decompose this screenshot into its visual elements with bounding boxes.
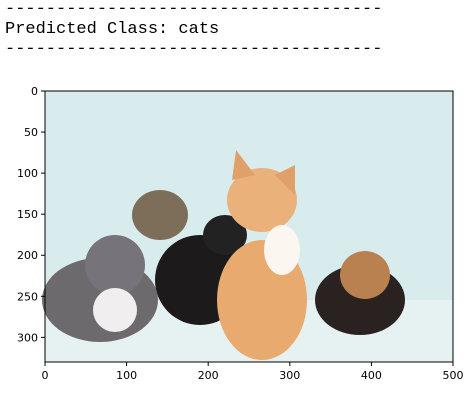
- black-cat-head: [203, 215, 247, 255]
- y-tick-label: 200: [17, 249, 38, 262]
- axes-frame: [44, 90, 454, 363]
- y-tick-label: 250: [17, 290, 38, 303]
- gray-cat-head: [85, 235, 145, 295]
- orange-cat-chest: [264, 225, 300, 275]
- x-tick-label: 100: [116, 369, 137, 382]
- tabby-cat: [132, 190, 188, 240]
- x-tick-label: 500: [443, 369, 464, 382]
- separator: -------------------------------------: [5, 0, 383, 19]
- x-tick-label: 200: [198, 369, 219, 382]
- y-tick-label: 0: [31, 85, 38, 98]
- calico-head: [340, 251, 390, 299]
- y-tick-label: 50: [24, 126, 38, 139]
- image: [42, 91, 453, 362]
- orange-cat-head: [227, 168, 297, 232]
- y-tick-label: 300: [17, 331, 38, 344]
- gray-cat-chest: [93, 288, 137, 332]
- prediction-text: Predicted Class: cats: [5, 20, 220, 39]
- x-tick-label: 0: [42, 369, 49, 382]
- x-tick-label: 400: [361, 369, 382, 382]
- orange-cat-ear: [232, 150, 255, 180]
- orange-cat-ear: [275, 165, 295, 195]
- x-tick-label: 300: [279, 369, 300, 382]
- separator: -------------------------------------: [5, 40, 383, 59]
- y-tick-label: 150: [17, 208, 38, 221]
- y-tick-label: 100: [17, 167, 38, 180]
